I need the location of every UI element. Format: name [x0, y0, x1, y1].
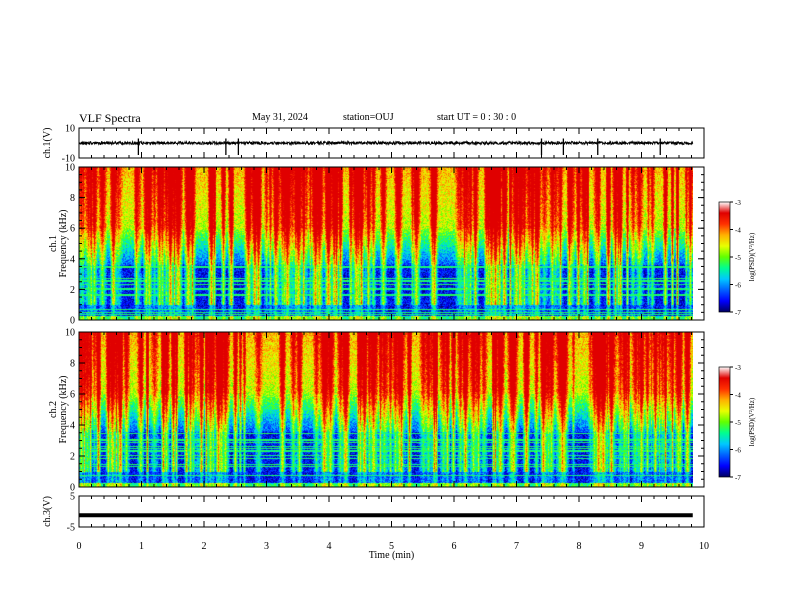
ch1-cbar-tick-label: -4: [735, 227, 741, 235]
ch1-spec-ytick-label: 8: [70, 193, 75, 204]
ch1-waveform-panel: [78, 138, 694, 155]
ch2-spec-ytick-label: 6: [70, 390, 75, 401]
ch1-cbar-tick-label: -3: [735, 199, 741, 207]
ch1-spec-ytick-label: 0: [70, 316, 75, 327]
ch2-cbar-tick-label: -6: [735, 447, 741, 455]
date-label: May 31, 2024: [252, 112, 308, 123]
ch2-spectrogram-image: [79, 332, 693, 487]
ch1-spec-ytick-label: 2: [70, 285, 75, 296]
ch2-spec-ytick-label: 10: [65, 328, 75, 339]
ch2-spectrogram-panel: [79, 332, 693, 487]
ch1-spec-ylabel: Frequency (kHz): [58, 209, 69, 277]
ch1-spec-ytick-label: 6: [70, 224, 75, 235]
ch1-wave-ytick-label: -10: [62, 154, 75, 165]
ch1-wave-ylabel: ch.1(V): [42, 128, 53, 159]
ch2-spec-ytick-label: 4: [70, 421, 75, 432]
x-tick-label: 5: [389, 541, 394, 552]
ch2-cbar-tick-label: -4: [735, 392, 741, 400]
plot-title: VLF Spectra: [79, 111, 141, 125]
ch2-cbar-tick-label: -5: [735, 419, 741, 427]
ch1-waveform-line: [78, 139, 694, 147]
x-tick-label: 10: [699, 541, 709, 552]
ch3-wave-ytick-label: 5: [70, 492, 75, 503]
ch1-wave-ytick-label: 10: [65, 124, 75, 135]
x-tick-label: 8: [577, 541, 582, 552]
start-time-label: start UT = 0 : 30 : 0: [437, 112, 517, 123]
x-tick-label: 6: [452, 541, 457, 552]
ch2-spec-ylabel: Frequency (kHz): [58, 375, 69, 443]
x-tick-label: 3: [264, 541, 269, 552]
ch2-spec-ytick-label: 8: [70, 359, 75, 370]
ch2-spec-channel-label: ch.2: [48, 401, 59, 418]
x-tick-label: 1: [139, 541, 144, 552]
ch1-cbar-label: log(PSD)(V²/Hz): [748, 232, 756, 281]
x-tick-label: 4: [327, 541, 332, 552]
ch1-spectrogram-image: [79, 167, 693, 320]
ch1-cbar-tick-label: -6: [735, 282, 741, 290]
ch1-cbar-tick-label: -7: [735, 309, 741, 317]
ch3-wave-ytick-label: -5: [67, 523, 75, 534]
ch1-colorbar: [718, 201, 731, 313]
ch1-spec-ytick-label: 4: [70, 254, 75, 265]
x-tick-label: 0: [77, 541, 82, 552]
colorbars: -3 -4 -5 -6 -7 log(PSD)(V²/Hz) -3 -4 -5 -6 -7 log(P…: [718, 199, 756, 482]
x-tick-label: 9: [639, 541, 644, 552]
ch1-spec-channel-label: ch.1: [48, 235, 59, 252]
ch2-spec-ytick-label: 0: [70, 483, 75, 494]
station-label: station=OUJ: [343, 112, 394, 123]
x-tick-label: 7: [514, 541, 519, 552]
ch1-cbar-tick-label: -5: [735, 254, 741, 262]
x-axis-label: Time (min): [369, 550, 414, 561]
ch2-cbar-tick-label: -7: [735, 474, 741, 482]
ch2-cbar-label: log(PSD)(V²/Hz): [748, 397, 756, 446]
ch2-spec-ytick-label: 2: [70, 452, 75, 463]
ch3-wave-ylabel: ch.3(V): [42, 496, 53, 527]
ch2-cbar-tick-label: -3: [735, 364, 741, 372]
x-tick-label: 2: [202, 541, 207, 552]
ch1-spec-ytick-label: 10: [65, 163, 75, 174]
ch1-spectrogram-panel: [79, 167, 693, 320]
ch2-colorbar: [718, 366, 731, 478]
